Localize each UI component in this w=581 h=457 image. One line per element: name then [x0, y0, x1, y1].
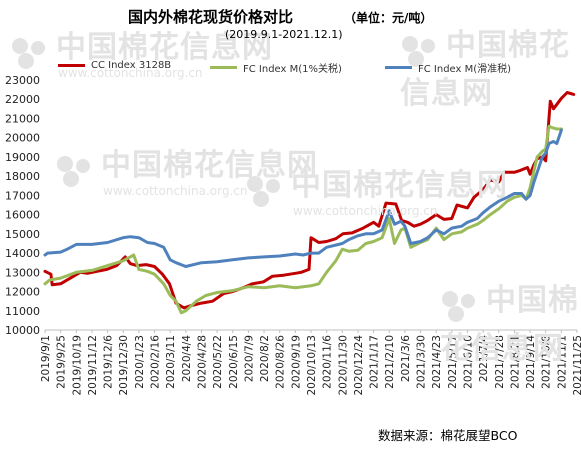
x-tick-label: 2020/6/15	[228, 335, 240, 389]
y-tick-label: 13000	[5, 266, 40, 279]
x-tick-label: 2020/8/2	[259, 335, 271, 382]
y-tick-label: 21000	[5, 112, 40, 125]
chart-title: 国内外棉花现货价格对比	[128, 8, 294, 26]
x-tick-label: 2020/1/23	[134, 335, 146, 389]
y-tick-label: 18000	[5, 170, 40, 183]
x-tick-label: 2020/4/4	[181, 335, 193, 382]
y-tick-label: 23000	[5, 74, 40, 87]
x-tick-label: 2020/11/6	[322, 335, 334, 389]
legend-item: FC Index M(1%关税)	[210, 60, 342, 75]
x-tick-label: 2020/11/30	[337, 335, 349, 396]
x-tick-label: 2019/9/1	[40, 335, 52, 382]
x-tick-label: 2021/2/10	[384, 335, 396, 389]
x-tick-label: 2019/10/19	[71, 335, 83, 396]
series-line	[43, 124, 563, 315]
legend-item: CC Index 3128B	[58, 60, 171, 71]
legend-label: FC Index M(1%关税)	[243, 64, 342, 75]
unit-label: （单位：元/吨）	[344, 11, 433, 25]
x-tick-label: 2021/1/17	[369, 335, 381, 389]
y-tick-label: 16000	[5, 209, 40, 222]
x-tick-label: 2020/12/24	[353, 335, 365, 396]
x-tick-label: 2020/2/16	[150, 335, 162, 389]
y-tick-label: 12000	[5, 286, 40, 299]
x-tick-label: 2021/5/17	[447, 335, 459, 389]
x-tick-label: 2020/7/9	[243, 335, 255, 382]
x-tick-label: 2021/10/8	[541, 335, 553, 389]
x-tick-label: 2021/11/25	[572, 335, 581, 396]
x-tick-label: 2020/10/13	[306, 335, 318, 396]
series-line	[43, 91, 576, 310]
legend-swatch	[385, 66, 412, 69]
x-tick-label: 2020/5/22	[212, 335, 224, 389]
x-tick-label: 2019/11/12	[87, 335, 99, 396]
y-tick-label: 14000	[5, 247, 40, 260]
x-tick-label: 2021/11/1	[556, 335, 568, 389]
x-tick-label: 2021/7/28	[494, 335, 506, 389]
x-axis: 2019/9/1 2019/9/25 2019/10/19 2019/11/12 201…	[40, 330, 581, 396]
series-layer	[43, 91, 576, 315]
legend-swatch	[210, 66, 237, 69]
legend-item: FC Index M(滑准税)	[385, 60, 511, 75]
legend-label: FC Index M(滑准税)	[418, 64, 512, 75]
y-tick-label: 17000	[5, 189, 40, 202]
x-tick-label: 2020/9/19	[290, 335, 302, 389]
x-tick-label: 2019/12/30	[118, 335, 130, 396]
legend-label: CC Index 3128B	[91, 60, 172, 71]
y-tick-label: 11000	[5, 305, 40, 318]
date-range-subtitle: (2019.9.1-2021.12.1)	[225, 28, 343, 41]
x-tick-label: 2019/12/6	[103, 335, 115, 389]
x-tick-label: 2021/8/21	[509, 335, 521, 389]
y-tick-label: 22000	[5, 93, 40, 106]
y-tick-label: 15000	[5, 228, 40, 241]
x-tick-label: 2021/7/4	[478, 335, 490, 382]
x-tick-label: 2021/9/14	[525, 335, 537, 389]
x-tick-label: 2020/4/28	[196, 335, 208, 389]
x-tick-label: 2021/3/6	[400, 335, 412, 382]
x-tick-label: 2021/4/23	[431, 335, 443, 389]
x-tick-label: 2020/3/11	[165, 335, 177, 389]
y-tick-label: 20000	[5, 132, 40, 145]
y-tick-label: 10000	[5, 324, 40, 337]
x-tick-label: 2020/8/26	[275, 335, 287, 389]
y-tick-label: 19000	[5, 151, 40, 164]
legend-swatch	[58, 64, 85, 67]
x-tick-label: 2019/9/25	[56, 335, 68, 389]
series-line	[43, 128, 563, 268]
x-tick-label: 2021/6/10	[462, 335, 474, 389]
y-axis: 10000 11000 12000 13000 14000 15000 16000 17000…	[5, 74, 40, 337]
source-note: 数据来源：棉花展望BCO	[378, 428, 518, 443]
x-tick-label: 2021/3/30	[416, 335, 428, 389]
